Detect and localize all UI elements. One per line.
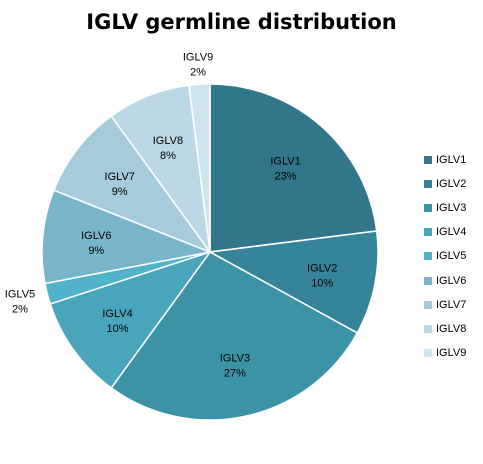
legend-label: IGLV4 — [436, 226, 467, 239]
legend-label: IGLV9 — [436, 346, 467, 359]
legend-item-iglv2: IGLV2 — [424, 172, 466, 196]
pie-labels: IGLV1 23% IGLV2 10% IGLV3 27% IGLV4 10% IGLV5 2% I… — [5, 51, 338, 379]
legend-item-iglv8: IGLV8 — [424, 317, 466, 341]
slice-label-iglv9: IGLV9 2% — [183, 51, 213, 78]
slice-label-iglv7: IGLV7 9% — [105, 171, 135, 198]
slice-label-iglv4: IGLV4 10% — [102, 308, 132, 335]
legend-swatch — [424, 156, 432, 165]
legend-item-iglv1: IGLV1 — [424, 148, 466, 172]
pie-slices — [41, 83, 379, 421]
legend-item-iglv9: IGLV9 — [424, 341, 466, 365]
legend-item-iglv7: IGLV7 — [424, 293, 466, 317]
pie-slice-iglv6 — [41, 189, 213, 285]
legend-label: IGLV1 — [436, 154, 467, 167]
legend-swatch — [424, 276, 432, 285]
legend-swatch — [424, 324, 432, 333]
slice-label-iglv6: IGLV6 9% — [81, 230, 111, 257]
pie-slice-iglv2 — [207, 230, 379, 334]
legend-item-iglv3: IGLV3 — [424, 196, 466, 220]
pie-slice-iglv1 — [209, 83, 378, 253]
legend-swatch — [424, 204, 432, 213]
legend-label: IGLV5 — [436, 250, 467, 263]
legend-swatch — [424, 300, 432, 309]
legend-item-iglv6: IGLV6 — [424, 268, 466, 292]
legend-label: IGLV6 — [436, 274, 467, 287]
legend-swatch — [424, 228, 432, 237]
legend-swatch — [424, 348, 432, 357]
pie-slice-iglv7 — [52, 115, 213, 254]
legend-label: IGLV7 — [436, 298, 467, 311]
pie-slice-iglv9 — [188, 83, 211, 253]
legend-label: IGLV3 — [436, 202, 467, 215]
slice-label-iglv5: IGLV5 2% — [5, 288, 35, 315]
legend-swatch — [424, 252, 432, 261]
slice-label-iglv3: IGLV3 27% — [220, 352, 250, 379]
slice-label-iglv2: IGLV2 10% — [307, 262, 337, 289]
pie-slice-iglv4 — [49, 250, 212, 389]
chart-title: IGLV germline distribution — [86, 10, 397, 34]
legend-label: IGLV2 — [436, 178, 467, 191]
slice-label-iglv1: IGLV1 23% — [270, 155, 300, 182]
slice-label-iglv8: IGLV8 8% — [153, 135, 183, 162]
legend-label: IGLV8 — [436, 322, 467, 335]
pie-slice-iglv3 — [110, 251, 359, 421]
legend-swatch — [424, 180, 432, 189]
legend: IGLV1 IGLV2 IGLV3 IGLV4 IGLV5 IGLV6 IGLV7 IGLV8… — [424, 148, 466, 365]
legend-item-iglv5: IGLV5 — [424, 244, 466, 268]
legend-item-iglv4: IGLV4 — [424, 220, 466, 244]
